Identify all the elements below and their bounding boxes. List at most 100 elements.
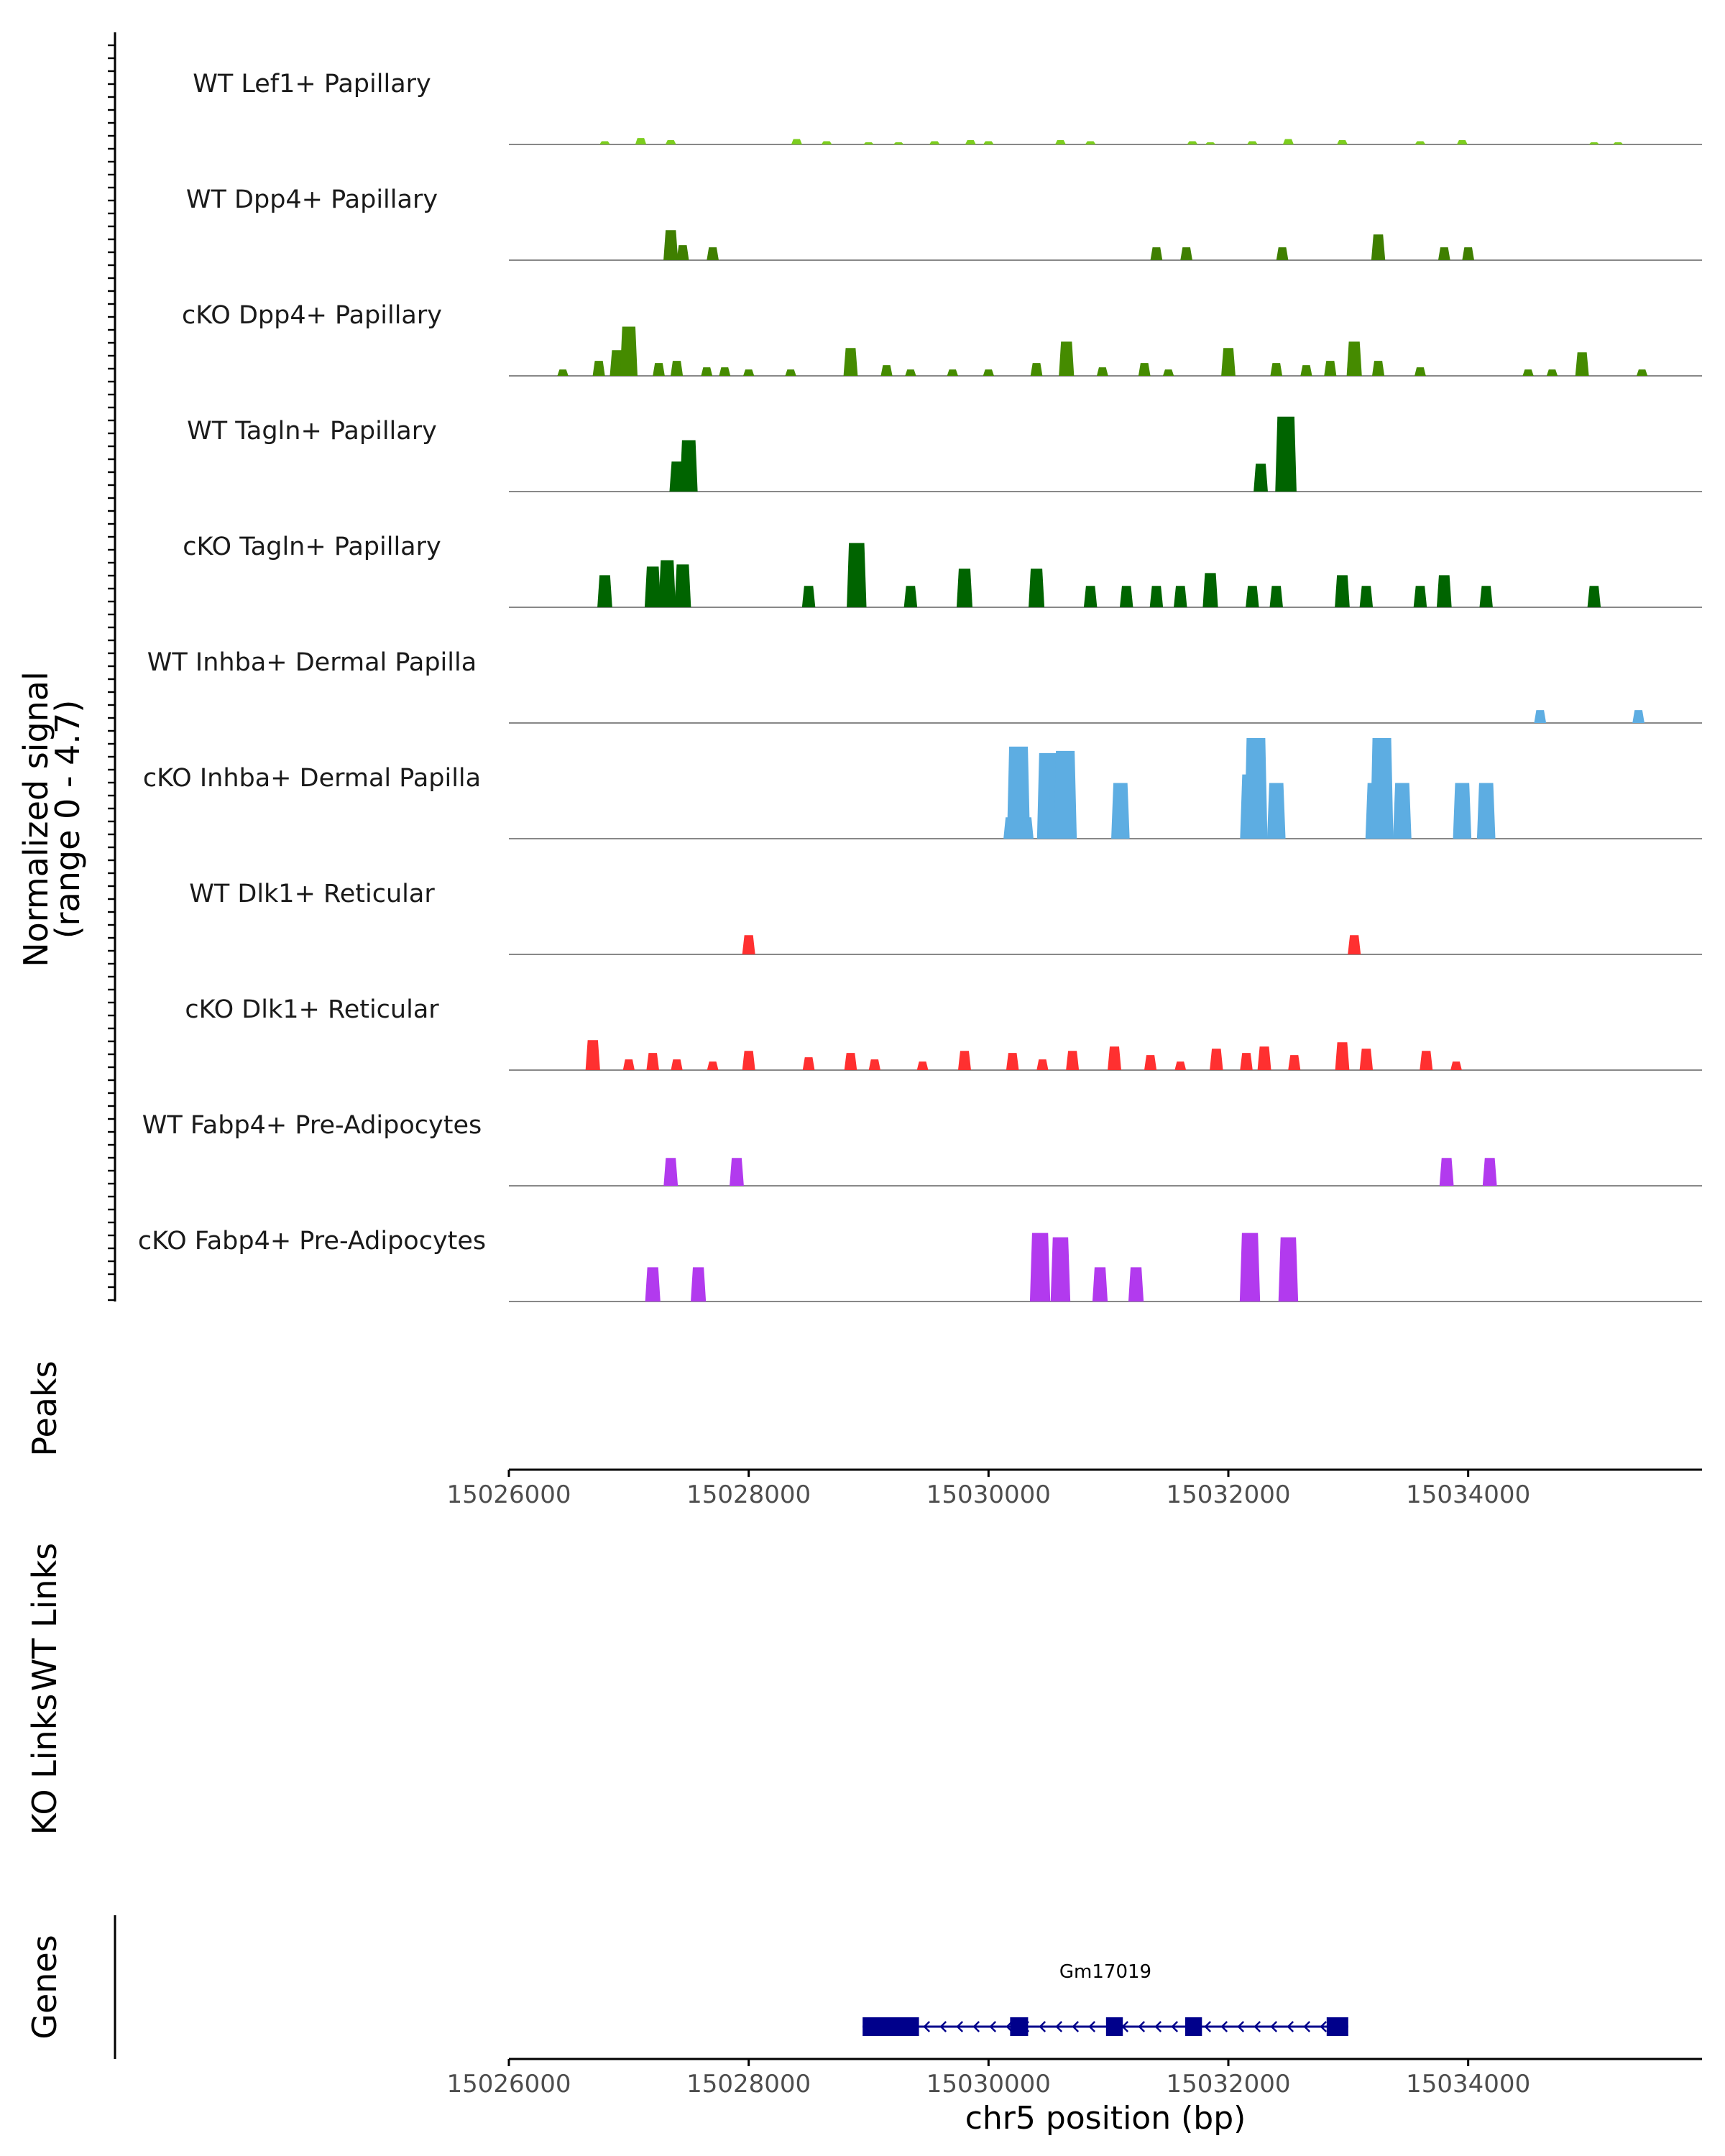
signal-peak bbox=[557, 369, 569, 376]
signal-peak bbox=[620, 326, 638, 376]
signal-peak bbox=[1050, 1237, 1071, 1302]
x-tick-label: 15028000 bbox=[686, 1480, 811, 1509]
signal-peak bbox=[646, 1053, 659, 1070]
ylabel-group: Normalized signal (range 0 - 4.7) bbox=[17, 671, 87, 967]
track-signal bbox=[585, 1040, 1462, 1070]
ylabel-range: (range 0 - 4.7) bbox=[48, 700, 87, 939]
signal-peak bbox=[610, 350, 624, 376]
signal-peak bbox=[1393, 783, 1412, 839]
x-tick-label: 15034000 bbox=[1406, 2070, 1530, 2099]
strand-arrow bbox=[939, 2021, 947, 2032]
signal-peak bbox=[1187, 141, 1198, 144]
signal-peak bbox=[847, 543, 867, 607]
signal-peak bbox=[719, 367, 731, 376]
track-signal bbox=[557, 326, 1648, 376]
signal-peak bbox=[1436, 575, 1452, 607]
strand-arrow bbox=[1039, 2021, 1046, 2032]
signal-peak bbox=[1413, 586, 1427, 607]
x-tick-label: 15030000 bbox=[926, 1480, 1051, 1509]
signal-peak bbox=[1066, 1051, 1080, 1070]
signal-peak bbox=[1324, 361, 1337, 376]
x-tick-label: 15026000 bbox=[446, 2070, 571, 2099]
signal-peak bbox=[1335, 575, 1350, 607]
signal-peak bbox=[893, 142, 904, 144]
strand-arrow bbox=[1303, 2021, 1311, 2032]
signal-peak bbox=[663, 230, 678, 260]
signal-peak bbox=[1240, 1053, 1253, 1070]
signal-peak bbox=[1420, 1051, 1433, 1070]
gene-exon bbox=[1326, 2017, 1348, 2036]
signal-peak bbox=[1450, 1061, 1462, 1070]
signal-peak bbox=[1288, 1055, 1301, 1070]
signal-peak bbox=[1479, 586, 1493, 607]
signal-peak bbox=[1029, 1233, 1051, 1302]
x-tick-label: 15032000 bbox=[1166, 2070, 1290, 2099]
signal-peak bbox=[1270, 363, 1283, 376]
signal-peak bbox=[1254, 464, 1268, 492]
track-10: WT Fabp4+ Pre-Adipocytes bbox=[142, 1111, 1702, 1187]
x-tick-label: 15034000 bbox=[1406, 1480, 1530, 1509]
signal-peak bbox=[1180, 247, 1192, 260]
signal-peak bbox=[635, 138, 647, 144]
signal-peak bbox=[707, 1061, 719, 1070]
signal-peak bbox=[1438, 247, 1450, 260]
signal-peak bbox=[1275, 416, 1297, 492]
strand-arrow bbox=[1171, 2021, 1179, 2032]
signal-peak bbox=[665, 140, 676, 144]
x-tick-label: 15028000 bbox=[686, 2070, 811, 2099]
signal-peak bbox=[916, 1061, 929, 1070]
strand-arrow bbox=[989, 2021, 997, 2032]
gene-exon bbox=[1010, 2017, 1029, 2036]
signal-peak bbox=[679, 440, 698, 492]
signal-peak bbox=[1476, 783, 1496, 839]
signal-peak bbox=[742, 369, 755, 376]
track-7: cKO Inhba+ Dermal Papilla bbox=[143, 738, 1702, 839]
strand-arrow bbox=[1154, 2021, 1162, 2032]
signal-peak bbox=[1414, 141, 1426, 144]
signal-peak bbox=[947, 369, 958, 376]
signal-peak bbox=[1359, 1049, 1374, 1070]
signal-peak bbox=[1174, 1061, 1187, 1070]
signal-peak bbox=[1371, 234, 1386, 260]
signal-peak bbox=[1036, 1059, 1049, 1070]
track-signal bbox=[645, 1233, 1299, 1302]
signal-peak bbox=[1150, 247, 1163, 260]
signal-peak bbox=[1370, 738, 1394, 839]
track-11: cKO Fabp4+ Pre-Adipocytes bbox=[138, 1227, 1702, 1302]
track-label: WT Lef1+ Papillary bbox=[193, 70, 431, 98]
signal-peak bbox=[1128, 1267, 1144, 1302]
track-signal bbox=[663, 1158, 1497, 1186]
signal-peak bbox=[599, 141, 610, 144]
signal-peak bbox=[592, 361, 605, 376]
signal-peak bbox=[1282, 139, 1294, 144]
signal-peak bbox=[1522, 369, 1534, 376]
signal-peak bbox=[663, 1158, 678, 1186]
signal-peak bbox=[791, 139, 802, 144]
track-signal bbox=[1003, 738, 1496, 839]
signal-peak bbox=[622, 1059, 635, 1070]
section-peaks-label: Peaks bbox=[25, 1360, 64, 1456]
signal-peak bbox=[1144, 1055, 1157, 1070]
track-signal bbox=[669, 416, 1297, 492]
track-signal bbox=[599, 138, 1624, 144]
track-label: cKO Inhba+ Dermal Papilla bbox=[143, 764, 481, 793]
signal-peak bbox=[671, 1059, 683, 1070]
signal-peak bbox=[1269, 586, 1283, 607]
signal-peak bbox=[903, 586, 918, 607]
signal-peak bbox=[645, 1267, 661, 1302]
signal-peak bbox=[1371, 361, 1385, 376]
signal-peak bbox=[1278, 1237, 1299, 1302]
signal-peak bbox=[1108, 1046, 1121, 1070]
signal-peak bbox=[965, 140, 976, 144]
signal-peak bbox=[1276, 247, 1289, 260]
gene-label: Gm17019 bbox=[1059, 1961, 1151, 1983]
track-label: WT Dlk1+ Reticular bbox=[189, 880, 435, 908]
strand-arrow bbox=[1204, 2021, 1212, 2032]
signal-peak bbox=[1337, 140, 1348, 144]
signal-peak bbox=[674, 564, 691, 607]
signal-peak bbox=[1456, 140, 1468, 144]
signal-peak bbox=[1414, 367, 1426, 376]
track-4: WT Tagln+ Papillary bbox=[187, 416, 1702, 492]
signal-peak bbox=[843, 348, 858, 376]
strand-arrow bbox=[923, 2021, 931, 2032]
